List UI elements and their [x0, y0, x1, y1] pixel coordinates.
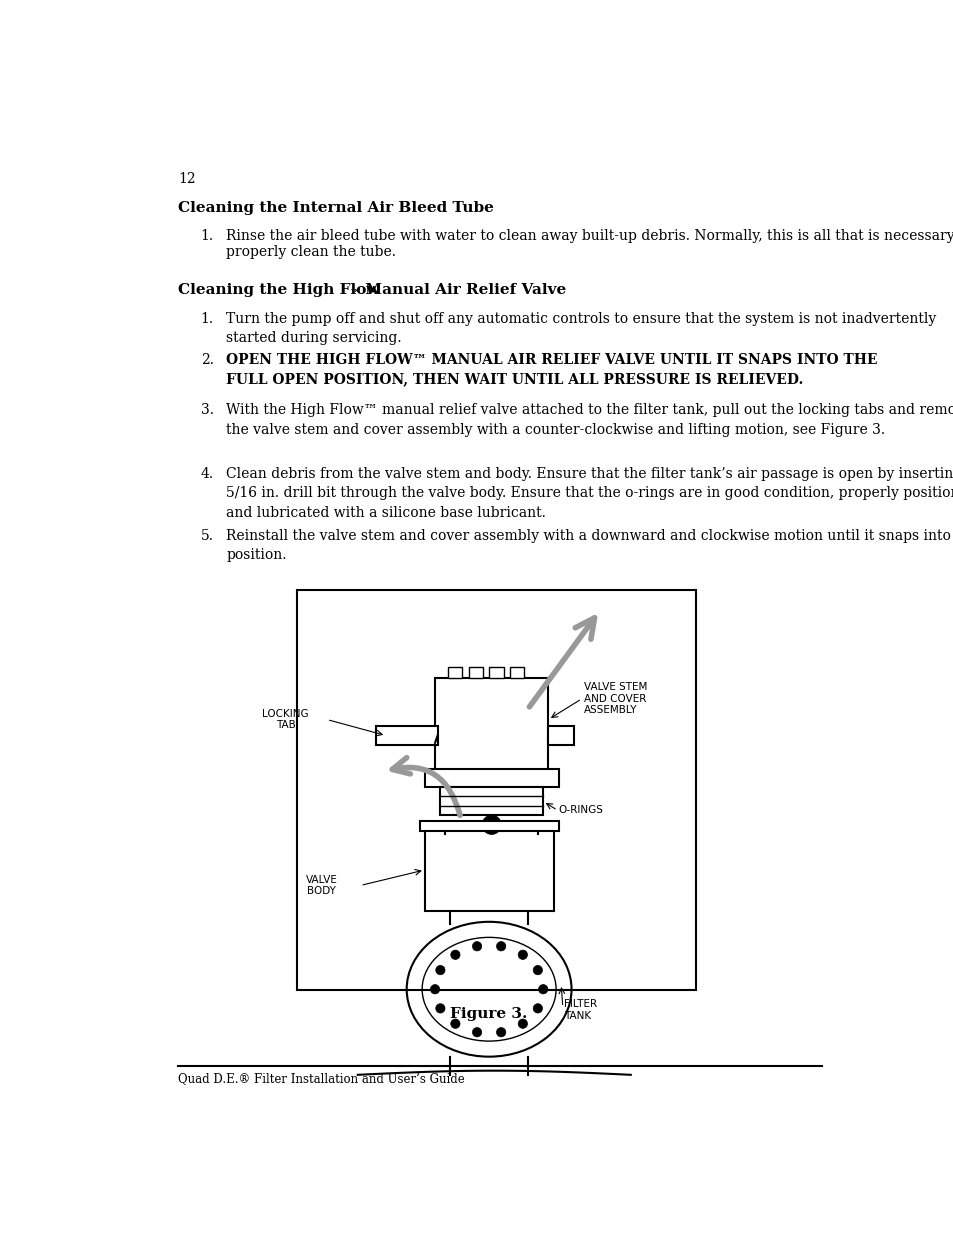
Circle shape	[436, 1004, 444, 1013]
Circle shape	[450, 950, 459, 960]
Text: 3.: 3.	[200, 403, 213, 417]
Text: 1.: 1.	[200, 228, 213, 243]
Circle shape	[496, 1028, 505, 1037]
Circle shape	[472, 1028, 481, 1037]
Circle shape	[533, 1004, 542, 1013]
Text: 2.: 2.	[200, 353, 213, 367]
Bar	[489, 667, 503, 678]
Circle shape	[450, 1019, 459, 1029]
Circle shape	[517, 1019, 527, 1029]
Circle shape	[430, 984, 439, 994]
Text: Cleaning the Internal Air Bleed Tube: Cleaning the Internal Air Bleed Tube	[178, 200, 494, 215]
Bar	[424, 829, 553, 911]
Bar	[468, 667, 482, 678]
Text: ™: ™	[350, 288, 360, 299]
Text: Cleaning the High Flow: Cleaning the High Flow	[178, 283, 379, 298]
Circle shape	[533, 966, 542, 974]
Text: Rinse the air bleed tube with water to clean away built-up debris. Normally, thi: Rinse the air bleed tube with water to c…	[226, 228, 953, 259]
Text: VALVE STEM
AND COVER
ASSEMBLY: VALVE STEM AND COVER ASSEMBLY	[584, 682, 647, 715]
Circle shape	[496, 941, 505, 951]
Text: LOCKING
TAB: LOCKING TAB	[262, 709, 309, 730]
Bar	[375, 726, 437, 746]
Text: 4.: 4.	[200, 467, 213, 480]
Text: 5.: 5.	[200, 529, 213, 542]
Text: 1.: 1.	[200, 311, 213, 326]
Bar	[509, 667, 523, 678]
Bar	[424, 768, 558, 787]
Circle shape	[482, 815, 500, 834]
Text: FILTER
TANK: FILTER TANK	[563, 999, 597, 1021]
Circle shape	[538, 984, 547, 994]
Text: Clean debris from the valve stem and body. Ensure that the filter tank’s air pas: Clean debris from the valve stem and bod…	[226, 467, 953, 520]
Circle shape	[436, 966, 444, 974]
Circle shape	[472, 941, 481, 951]
Text: O-RINGS: O-RINGS	[558, 805, 603, 815]
Text: Reinstall the valve stem and cover assembly with a downward and clockwise motion: Reinstall the valve stem and cover assem…	[226, 529, 950, 562]
Bar	[439, 787, 542, 815]
Bar	[435, 678, 548, 772]
Bar	[548, 726, 574, 746]
Bar	[296, 590, 696, 989]
Bar	[447, 667, 462, 678]
Text: 12: 12	[178, 172, 195, 186]
Text: Turn the pump off and shut off any automatic controls to ensure that the system : Turn the pump off and shut off any autom…	[226, 311, 936, 346]
Text: With the High Flow™ manual relief valve attached to the filter tank, pull out th: With the High Flow™ manual relief valve …	[226, 403, 953, 436]
Circle shape	[517, 950, 527, 960]
Text: OPEN THE HIGH FLOW™ MANUAL AIR RELIEF VALVE UNTIL IT SNAPS INTO THE
FULL OPEN PO: OPEN THE HIGH FLOW™ MANUAL AIR RELIEF VA…	[226, 353, 877, 387]
Text: Quad D.E.® Filter Installation and User’s Guide: Quad D.E.® Filter Installation and User’…	[178, 1072, 465, 1086]
Text: Figure 3.: Figure 3.	[450, 1007, 527, 1021]
Text: Manual Air Relief Valve: Manual Air Relief Valve	[359, 283, 565, 298]
Bar	[419, 820, 558, 831]
Text: VALVE
BODY: VALVE BODY	[305, 874, 337, 897]
